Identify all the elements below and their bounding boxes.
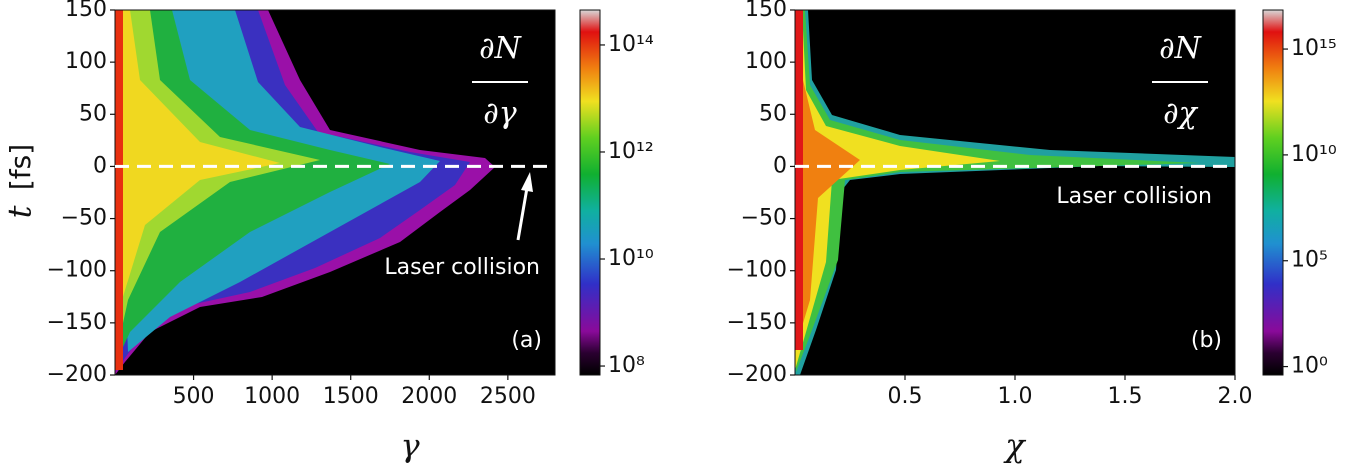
y-tick-label: −50 (61, 206, 107, 231)
y-tick-label: 0 (773, 153, 787, 178)
colorbar-tick-label: 10¹² (608, 139, 654, 164)
x-tick-label: 1500 (323, 384, 379, 409)
heatmap-b (795, 10, 1235, 375)
colorbar-tick-label: 10⁰ (1291, 354, 1328, 379)
y-tick-label: 150 (65, 0, 107, 22)
x-tick-label: 1000 (244, 384, 300, 409)
colorbar-b (1263, 10, 1283, 375)
colorbar-a (580, 10, 600, 375)
y-tick-label: −50 (741, 206, 787, 231)
x-axis-label: γ (400, 427, 420, 465)
x-tick-label: 2000 (401, 384, 457, 409)
colorbar-tick-label: 10¹⁵ (1291, 36, 1337, 61)
fraction-denominator: ∂γ (483, 96, 517, 131)
colorbar-tick-label: 10¹⁰ (608, 246, 654, 271)
y-axis-label: t [fs] (1, 144, 39, 219)
y-tick-label: −200 (47, 362, 107, 387)
x-tick-label: 2500 (480, 384, 536, 409)
y-tick-label: −150 (727, 310, 787, 335)
colorbar-frame (1262, 9, 1284, 376)
x-tick-label: 500 (173, 384, 215, 409)
y-tick-label: 0 (93, 153, 107, 178)
y-axis-symbol: t (1, 205, 39, 218)
y-tick-label: 50 (79, 101, 107, 126)
x-tick-label: 1.5 (1108, 384, 1143, 409)
fraction-numerator: ∂N (479, 31, 523, 66)
y-tick-label: −200 (727, 362, 787, 387)
y-tick-label: −100 (727, 258, 787, 283)
x-axis-label: χ (1003, 427, 1026, 465)
colorbar-tick-label: 10⁵ (1291, 248, 1328, 273)
colorbar-frame (579, 9, 601, 376)
y-tick-label: 50 (759, 101, 787, 126)
colorbar-tick-label: 10¹⁰ (1291, 142, 1337, 167)
colorbar-tick-label: 10¹⁴ (608, 32, 654, 57)
plot-frame (114, 9, 556, 376)
y-tick-label: 100 (745, 49, 787, 74)
fraction-numerator: ∂N (1159, 31, 1203, 66)
annotation: Laser collision (384, 255, 540, 280)
x-tick-label: 1.0 (998, 384, 1033, 409)
fraction-denominator: ∂χ (1163, 96, 1199, 131)
y-tick-label: −100 (47, 258, 107, 283)
annotation: Laser collision (1056, 184, 1212, 209)
panel-label: (a) (511, 328, 542, 353)
x-tick-label: 0.5 (888, 384, 923, 409)
y-tick-label: 150 (745, 0, 787, 22)
heatmap-a (115, 10, 555, 375)
panel-label: (b) (1191, 328, 1222, 353)
x-tick-label: 2.0 (1218, 384, 1253, 409)
y-tick-label: −150 (47, 310, 107, 335)
y-axis-unit: [fs] (4, 144, 37, 190)
y-tick-label: 100 (65, 49, 107, 74)
colorbar-tick-label: 10⁸ (608, 353, 645, 378)
